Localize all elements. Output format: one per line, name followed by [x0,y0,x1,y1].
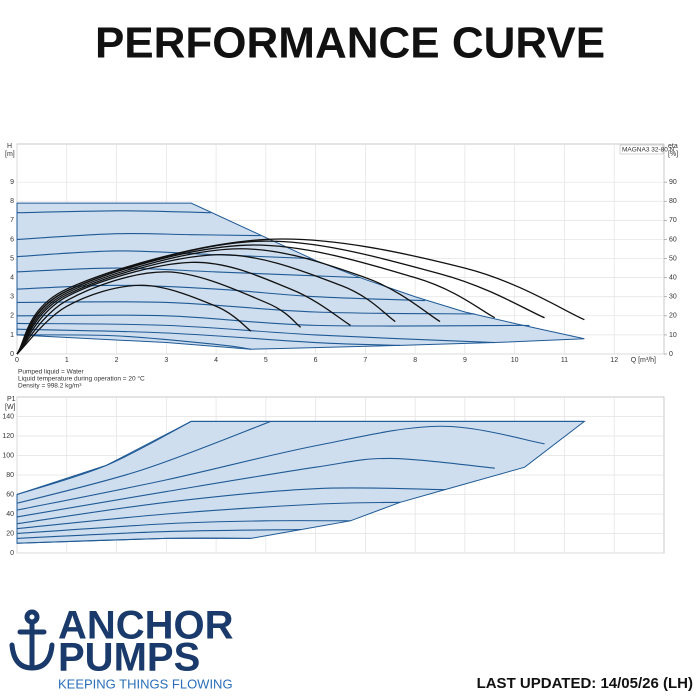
note: Pumped liquid = Water [18,369,85,376]
last-updated: LAST UPDATED: 14/05/26 (LH) [477,675,693,692]
y2-tick-label: 40 [669,274,677,281]
y-tick-label: 100 [2,452,14,459]
y2-tick-label: 70 [669,217,677,224]
curve [16,271,302,355]
x-tick-label: 11 [561,357,568,364]
y2-tick-label: 50 [669,255,677,262]
curve [16,284,252,355]
y-tick-label: 3 [10,294,14,301]
y-axis-label: H [7,143,12,150]
y-axis-unit: [W] [5,404,16,411]
y2-axis-unit: [%] [668,151,678,158]
x-tick-label: 5 [264,357,268,364]
curve [16,487,446,525]
y2-axis-label: eta [668,143,678,150]
logo-line1: ANCHOR [58,604,234,648]
curve [16,238,585,355]
curve [16,457,495,518]
y2-tick-label: 90 [669,179,677,186]
curve [16,420,192,496]
curve [16,537,251,544]
curve [16,240,545,355]
area [16,202,585,350]
y-tick-label: 60 [6,491,14,498]
curve [16,314,530,327]
y-tick-label: 40 [6,511,14,518]
y-tick-label: 80 [6,472,14,479]
x-tick-label: 7 [363,357,367,364]
y-tick-label: 20 [6,530,14,537]
logo-tagline: KEEPING THINGS FLOWING [58,676,233,691]
x-tick-label: 6 [314,357,318,364]
curve [16,261,351,355]
y-tick-label: 0 [10,550,14,557]
y-tick-label: 5 [10,255,14,262]
y-tick-label: 9 [10,179,14,186]
curve [16,267,361,279]
y-tick-label: 6 [10,236,14,243]
y-tick-label: 2 [10,313,14,320]
y2-tick-label: 0 [669,351,673,358]
curve [16,420,272,504]
y2-tick-label: 10 [669,332,677,339]
curve [16,250,311,260]
y2-tick-label: 80 [669,198,677,205]
x-tick-label: 9 [463,357,467,364]
page-title: PERFORMANCE CURVE [95,19,605,68]
y2-tick-label: 30 [669,294,677,301]
y-tick-label: 120 [2,433,14,440]
x-tick-label: 2 [115,357,119,364]
y-tick-label: 4 [10,274,14,281]
curve [16,248,441,355]
note: Liquid temperature during operation = 20… [18,375,145,383]
legend-text: MAGNA3 32-80 N [622,147,675,154]
anchor-icon [9,609,55,671]
x-tick-label: 3 [164,357,168,364]
curve [16,520,351,535]
logo-line2: PUMPS [58,636,200,680]
curve [16,425,545,511]
legend-box [619,144,664,155]
y-tick-label: 7 [10,217,14,224]
curve [16,322,495,344]
curve [16,210,212,214]
note: Density = 998.2 kg/m³ [18,383,82,390]
y2-tick-label: 20 [669,313,677,320]
x-tick-label: 12 [610,357,618,364]
x-tick-label: 0 [15,357,19,364]
curve [16,254,396,355]
y-tick-label: 8 [10,198,14,205]
y-tick-label: 1 [10,332,14,339]
y-tick-label: 0 [10,351,14,358]
y-axis-label: P1 [7,396,16,403]
x-tick-label: 10 [511,357,519,364]
curve [16,501,401,530]
curve [16,328,401,346]
curve [16,529,301,539]
x-tick-label: 8 [413,357,417,364]
x-axis-label: Q [m³/h] [631,357,656,364]
x-tick-label: 1 [65,357,69,364]
curve [16,334,251,350]
x-tick-label: 4 [214,357,218,364]
y-axis-unit: [m] [5,151,15,158]
curve [16,301,475,315]
y-tick-label: 140 [2,413,14,420]
curve [16,232,261,241]
y2-tick-label: 60 [669,236,677,243]
